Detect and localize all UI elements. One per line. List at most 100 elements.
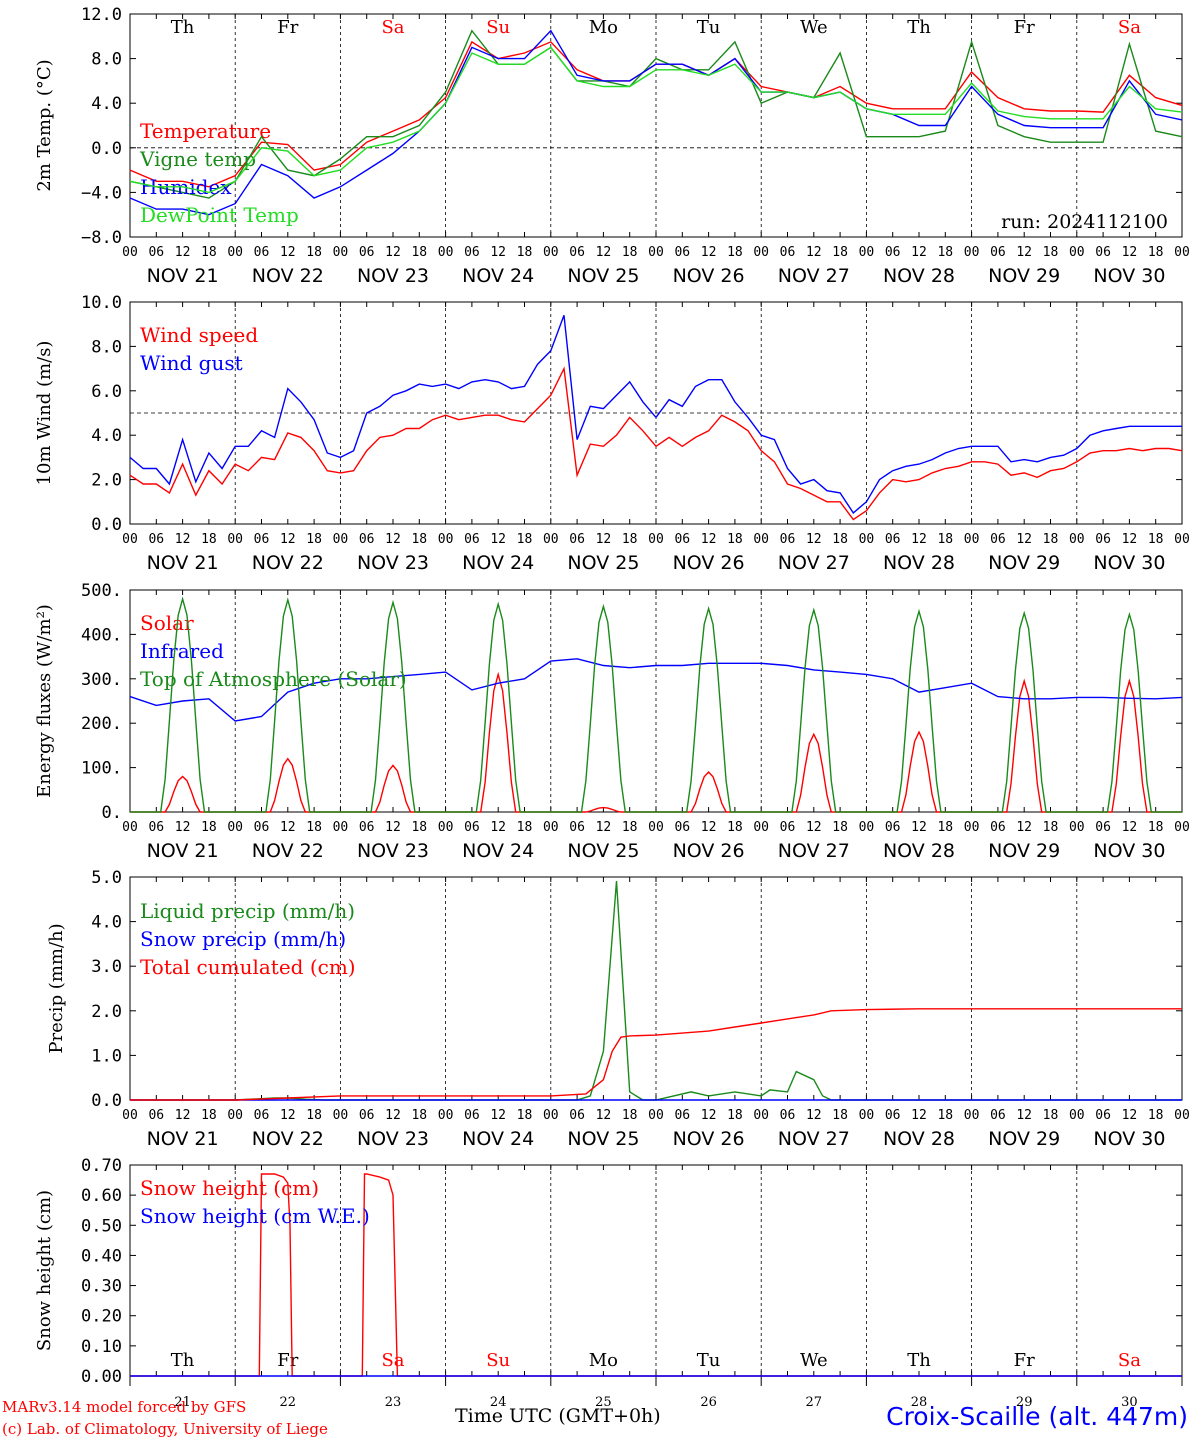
x-hour-label: 00 [333,245,349,260]
x-date-label: NOV 22 [252,840,324,862]
x-hour-label: 06 [148,820,164,835]
x-hour-label: 18 [411,245,427,260]
x-hour-label: 12 [806,532,822,547]
y-tick-label: 2.0 [91,1002,122,1022]
legend-entry: Infrared [140,639,224,663]
x-hour-label: 06 [464,820,480,835]
y-tick-label: 2.0 [91,471,122,491]
x-hour-label: 00 [438,820,454,835]
x-hour-label: 18 [1148,820,1164,835]
x-hour-label: 12 [280,820,296,835]
x-hour-label: 00 [964,532,980,547]
x-date-label: NOV 21 [147,840,219,862]
x-date-label: NOV 24 [462,265,534,287]
x-hour-label: 18 [727,1108,743,1123]
x-hour-label: 06 [148,1108,164,1123]
x-date-label: NOV 28 [883,1128,955,1150]
y-tick-label: 0.0 [91,515,122,535]
x-hour-label: 00 [333,532,349,547]
series-wind-speed [129,366,1183,521]
x-hour-label: 18 [622,1108,638,1123]
x-date-label: NOV 28 [883,265,955,287]
x-hour-label: 18 [517,1108,533,1123]
x-hour-label: 18 [517,532,533,547]
y-tick-label: 4.0 [91,426,122,446]
x-hour-label: 00 [227,820,243,835]
x-hour-label: 18 [832,820,848,835]
x-hour-label: 06 [990,820,1006,835]
x-hour-label: 00 [333,820,349,835]
x-hour-label: 06 [885,532,901,547]
x-hour-label: 00 [753,1108,769,1123]
x-hour-label: 18 [727,245,743,260]
model-credit: MARv3.14 model forced by GFS [2,1398,247,1416]
x-date-label: NOV 28 [883,840,955,862]
x-hour-label: 06 [674,245,690,260]
y-tick-label: 12.0 [81,5,122,25]
day-number-label: 24 [490,1395,507,1410]
x-hour-label: 12 [490,820,506,835]
x-date-label: NOV 21 [147,265,219,287]
y-tick-label: 0.00 [81,1367,122,1387]
x-hour-label: 18 [1043,1108,1059,1123]
x-hour-label: 00 [964,1108,980,1123]
x-hour-label: 18 [306,820,322,835]
legend-entry: Solar [140,611,194,635]
y-tick-label: 10.0 [81,293,122,313]
x-hour-label: 12 [596,1108,612,1123]
x-hour-label: 00 [964,245,980,260]
x-hour-label: 06 [1095,1108,1111,1123]
day-number-label: 27 [806,1395,823,1410]
x-hour-label: 18 [832,1108,848,1123]
x-hour-label: 18 [1148,1108,1164,1123]
series-humidex [129,29,1183,216]
y-tick-label: 500. [81,581,122,601]
run-label: run: 2024112100 [1001,211,1168,233]
y-tick-label: 8.0 [91,337,122,357]
x-date-label: NOV 29 [988,265,1060,287]
x-hour-label: 12 [1016,820,1032,835]
lab-credit: (c) Lab. of Climatology, University of L… [2,1420,328,1438]
x-hour-label: 12 [1016,532,1032,547]
weekday-label: Fr [1014,1350,1035,1371]
x-date-label: NOV 26 [673,840,745,862]
x-date-label: NOV 28 [883,552,955,574]
y-tick-label: 8.0 [91,50,122,70]
x-hour-label: 12 [490,1108,506,1123]
x-hour-label: 06 [254,245,270,260]
x-date-label: NOV 24 [462,1128,534,1150]
y-tick-label: 4.0 [91,94,122,114]
x-hour-label: 12 [385,532,401,547]
x-date-label: NOV 30 [1093,552,1165,574]
x-hour-label: 00 [1069,245,1085,260]
y-axis-label: 2m Temp. (°C) [34,59,55,191]
x-hour-label: 00 [122,1108,138,1123]
x-hour-label: 12 [175,1108,191,1123]
x-hour-label: 18 [937,532,953,547]
y-tick-label: 4.0 [91,913,122,933]
weekday-label: We [800,17,828,38]
x-hour-label: 18 [517,245,533,260]
x-hour-label: 12 [385,245,401,260]
x-hour-label: 12 [1016,245,1032,260]
x-hour-label: 00 [543,245,559,260]
y-axis-label: Snow height (cm) [34,1190,55,1351]
x-hour-label: 18 [622,532,638,547]
x-date-label: NOV 29 [988,552,1060,574]
x-hour-label: 18 [937,820,953,835]
x-hour-label: 06 [990,1108,1006,1123]
x-hour-label: 12 [1122,245,1138,260]
y-axis-label: Precip (mm/h) [46,923,67,1053]
legend-entry: Wind gust [140,351,243,375]
x-hour-label: 12 [911,820,927,835]
legend-entry: Top of Atmosphere (Solar) [140,667,407,691]
x-hour-label: 00 [227,245,243,260]
x-date-label: NOV 29 [988,1128,1060,1150]
x-hour-label: 06 [780,532,796,547]
x-hour-label: 00 [648,1108,664,1123]
weekday-label: Fr [277,1350,298,1371]
y-tick-label: 0.40 [81,1246,122,1266]
y-tick-label: −4.0 [81,183,122,203]
x-hour-label: 18 [201,820,217,835]
